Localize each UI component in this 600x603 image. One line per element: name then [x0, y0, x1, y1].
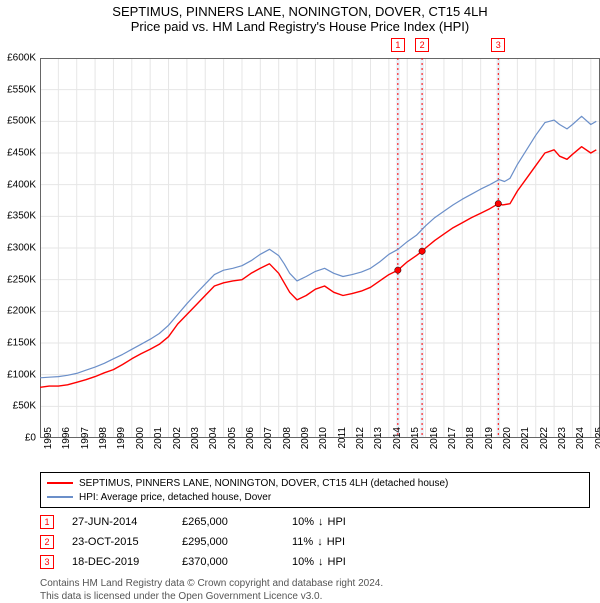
y-axis-label: £500K: [0, 116, 36, 127]
event-price: £295,000: [182, 536, 292, 548]
y-axis-label: £200K: [0, 306, 36, 317]
events-table: 127-JUN-2014£265,00010%↓HPI223-OCT-2015£…: [40, 512, 600, 572]
chart-container: SEPTIMUS, PINNERS LANE, NONINGTON, DOVER…: [0, 0, 600, 603]
x-axis-label: 2023: [557, 427, 568, 457]
title-block: SEPTIMUS, PINNERS LANE, NONINGTON, DOVER…: [0, 0, 600, 36]
x-axis-label: 2007: [263, 427, 274, 457]
x-axis-label: 1995: [43, 427, 54, 457]
event-date: 18-DEC-2019: [72, 556, 182, 568]
x-axis-label: 2009: [300, 427, 311, 457]
event-box-icon: 1: [40, 515, 54, 529]
attribution-line-1: Contains HM Land Registry data © Crown c…: [40, 578, 600, 591]
x-axis-label: 1997: [80, 427, 91, 457]
x-axis-label: 2006: [245, 427, 256, 457]
x-axis-label: 2016: [429, 427, 440, 457]
arrow-down-icon: ↓: [317, 536, 323, 548]
x-axis-label: 2011: [337, 427, 348, 457]
event-price: £265,000: [182, 516, 292, 528]
x-axis-label: 2024: [575, 427, 586, 457]
y-axis-label: £100K: [0, 369, 36, 380]
event-delta-vs: HPI: [328, 556, 346, 568]
y-axis-label: £150K: [0, 338, 36, 349]
plot-area: £0£50K£100K£150K£200K£250K£300K£350K£400…: [40, 58, 600, 438]
attribution-line-2: This data is licensed under the Open Gov…: [40, 591, 600, 603]
legend-label: HPI: Average price, detached house, Dove…: [79, 492, 271, 503]
event-row-3: 3 18-DEC-2019£370,00010% ↓ HPI: [40, 552, 600, 572]
x-axis-label: 2018: [465, 427, 476, 457]
event-delta-vs: HPI: [327, 536, 345, 548]
x-axis-label: 2021: [520, 427, 531, 457]
x-axis-label: 2017: [447, 427, 458, 457]
event-date: 27-JUN-2014: [72, 516, 182, 528]
x-axis-label: 2015: [410, 427, 421, 457]
legend-label: SEPTIMUS, PINNERS LANE, NONINGTON, DOVER…: [79, 478, 448, 489]
x-axis-label: 1999: [116, 427, 127, 457]
event-delta-pct: 11%: [292, 536, 313, 548]
y-axis-label: £250K: [0, 274, 36, 285]
y-axis-label: £300K: [0, 243, 36, 254]
y-axis-label: £0: [0, 433, 36, 444]
x-axis-label: 2004: [208, 427, 219, 457]
y-axis-label: £400K: [0, 179, 36, 190]
y-axis-label: £450K: [0, 148, 36, 159]
chart-title: SEPTIMUS, PINNERS LANE, NONINGTON, DOVER…: [0, 4, 600, 19]
x-axis-label: 2008: [282, 427, 293, 457]
x-axis-label: 2000: [135, 427, 146, 457]
event-marker-3: 3: [491, 38, 505, 52]
x-axis-label: 1996: [61, 427, 72, 457]
event-delta: 10% ↓ HPI: [292, 516, 412, 528]
arrow-down-icon: ↓: [318, 556, 324, 568]
y-axis-label: £600K: [0, 53, 36, 64]
event-delta: 10% ↓ HPI: [292, 556, 412, 568]
event-delta-pct: 10%: [292, 556, 314, 568]
event-box-icon: 3: [40, 555, 54, 569]
x-axis-label: 2019: [484, 427, 495, 457]
legend-item-1: HPI: Average price, detached house, Dove…: [47, 490, 583, 504]
x-axis-label: 2002: [172, 427, 183, 457]
y-axis-label: £350K: [0, 211, 36, 222]
event-marker-2: 2: [415, 38, 429, 52]
x-axis-label: 2022: [539, 427, 550, 457]
x-axis-label: 2013: [373, 427, 384, 457]
x-axis-label: 2005: [227, 427, 238, 457]
event-date: 23-OCT-2015: [72, 536, 182, 548]
legend-swatch: [47, 496, 73, 498]
event-box-icon: 2: [40, 535, 54, 549]
event-delta-vs: HPI: [328, 516, 346, 528]
x-axis-label: 2003: [190, 427, 201, 457]
x-axis-label: 2001: [153, 427, 164, 457]
event-price: £370,000: [182, 556, 292, 568]
event-row-2: 2 23-OCT-2015£295,00011% ↓ HPI: [40, 532, 600, 552]
event-delta-pct: 10%: [292, 516, 314, 528]
x-axis-label: 2010: [318, 427, 329, 457]
chart-subtitle: Price paid vs. HM Land Registry's House …: [0, 19, 600, 34]
x-axis-label: 2012: [355, 427, 366, 457]
x-axis-label: 1998: [98, 427, 109, 457]
legend-swatch: [47, 482, 73, 484]
attribution: Contains HM Land Registry data © Crown c…: [40, 578, 600, 603]
chart-svg: [40, 58, 600, 438]
event-delta: 11% ↓ HPI: [292, 536, 412, 548]
event-row-1: 1 27-JUN-2014£265,00010% ↓ HPI: [40, 512, 600, 532]
legend: SEPTIMUS, PINNERS LANE, NONINGTON, DOVER…: [40, 472, 590, 508]
x-axis-label: 2025: [594, 427, 600, 457]
event-marker-1: 1: [391, 38, 405, 52]
x-axis-label: 2020: [502, 427, 513, 457]
y-axis-label: £550K: [0, 84, 36, 95]
y-axis-label: £50K: [0, 401, 36, 412]
x-axis-label: 2014: [392, 427, 403, 457]
legend-item-0: SEPTIMUS, PINNERS LANE, NONINGTON, DOVER…: [47, 476, 583, 490]
arrow-down-icon: ↓: [318, 516, 324, 528]
